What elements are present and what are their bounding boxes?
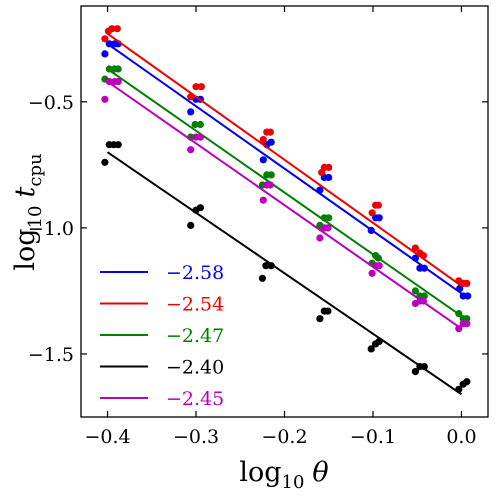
y-axis-title-sub: 10 — [25, 205, 46, 228]
legend: −2.58 −2.54 −2.47 −2.40 −2.45 — [100, 262, 224, 410]
x-tick-label: −0.1 — [350, 426, 396, 448]
y-axis-title-varsub: cpu — [25, 153, 46, 186]
data-point — [316, 234, 324, 242]
fit-line — [106, 151, 463, 396]
y-tick-label: −1.0 — [28, 218, 74, 240]
data-point — [411, 244, 419, 252]
data-point — [367, 345, 375, 353]
data-point — [187, 108, 195, 116]
x-tick-label: −0.3 — [173, 426, 219, 448]
data-point — [197, 83, 205, 91]
data-point — [324, 307, 332, 315]
data-point — [375, 262, 383, 270]
data-point — [196, 120, 204, 129]
series-group — [101, 40, 472, 300]
data-point — [463, 320, 471, 328]
plot-content — [101, 25, 472, 396]
y-tick-label: −1.5 — [28, 344, 74, 366]
fit-line — [106, 80, 463, 330]
data-point — [114, 78, 122, 86]
data-point — [187, 146, 195, 154]
x-axis-title-var: θ — [312, 457, 328, 488]
data-point — [187, 221, 195, 229]
data-point — [411, 287, 419, 295]
fit-line — [106, 42, 463, 295]
data-point — [191, 120, 199, 129]
data-point — [101, 50, 109, 58]
data-point — [368, 209, 376, 217]
legend-label: −2.40 — [166, 357, 224, 379]
data-point — [316, 315, 324, 323]
data-point — [258, 274, 266, 282]
data-point — [114, 65, 122, 73]
data-point — [266, 181, 274, 189]
data-point — [108, 25, 116, 33]
data-point — [375, 214, 383, 222]
series-group — [101, 141, 471, 396]
data-point — [262, 262, 270, 270]
x-axis-title-sub: 10 — [282, 472, 305, 493]
fit-line — [106, 68, 463, 317]
data-point — [324, 224, 332, 232]
data-point — [411, 368, 419, 376]
data-point — [101, 35, 109, 43]
fit-line — [106, 32, 463, 287]
data-point — [374, 201, 382, 209]
data-point — [113, 25, 121, 33]
data-point — [463, 279, 471, 287]
data-point — [196, 204, 204, 212]
y-axis-title: log10 tcpu — [10, 153, 46, 270]
y-axis-title-main: log — [10, 228, 41, 270]
x-tick-label: −0.2 — [261, 426, 307, 448]
data-point — [101, 158, 109, 166]
legend-label: −2.54 — [166, 294, 224, 316]
x-axis-title: log10 θ — [239, 457, 328, 493]
data-point — [267, 171, 275, 179]
legend-label: −2.58 — [166, 262, 224, 284]
series-group — [101, 78, 471, 333]
data-point — [192, 83, 200, 91]
series-group — [101, 65, 471, 323]
data-point — [464, 292, 472, 300]
data-point — [325, 163, 333, 171]
data-point — [267, 138, 275, 146]
axis-ticks: −0.4 −0.3 −0.2 −0.1 0.0 −1.5 −1.0 −0.5 — [28, 6, 488, 448]
data-point — [196, 133, 204, 141]
legend-label: −2.45 — [166, 388, 224, 410]
y-axis-title-var: t — [10, 186, 41, 197]
data-point — [259, 196, 267, 204]
data-point — [368, 269, 376, 277]
y-tick-label: −0.5 — [28, 92, 74, 114]
x-tick-label: −0.4 — [84, 426, 130, 448]
data-point — [325, 214, 333, 222]
x-tick-label: 0.0 — [446, 426, 476, 448]
data-point — [325, 173, 333, 182]
data-point — [259, 136, 267, 144]
series-group — [101, 25, 471, 287]
data-point — [266, 128, 274, 136]
x-axis-title-main: log — [239, 457, 281, 488]
data-point — [259, 156, 267, 164]
legend-label: −2.47 — [166, 325, 224, 347]
data-point — [463, 378, 471, 386]
data-point — [114, 141, 122, 149]
data-point — [101, 95, 109, 103]
data-point — [463, 315, 471, 323]
